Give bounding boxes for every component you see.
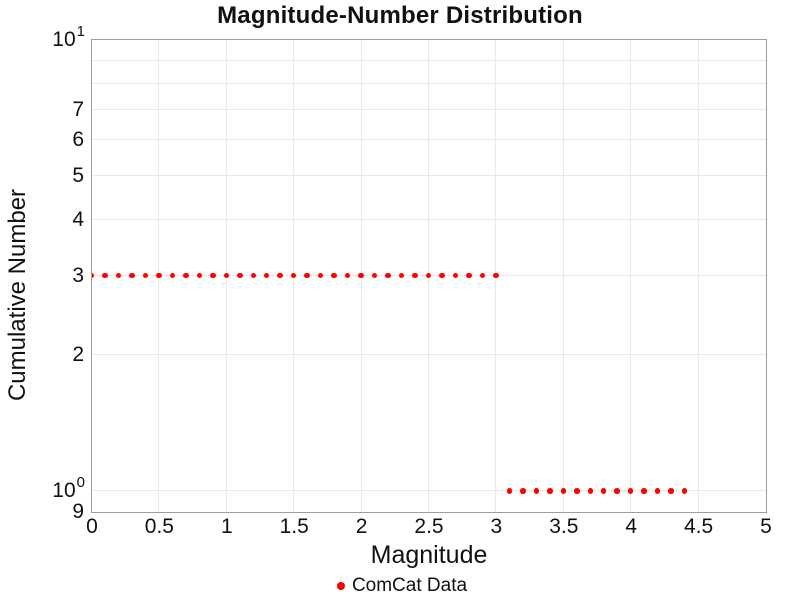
horizontal-gridline xyxy=(91,59,766,61)
data-point xyxy=(520,488,526,494)
y-tick-label: 9 xyxy=(72,500,84,523)
y-axis-title: Cumulative Number xyxy=(4,188,31,402)
y-tick-label: 2 xyxy=(72,343,84,367)
horizontal-gridline xyxy=(91,490,766,492)
legend: ComCat Data xyxy=(336,575,468,597)
data-point xyxy=(210,272,216,279)
data-point xyxy=(317,272,324,279)
data-point xyxy=(156,272,162,279)
data-point xyxy=(223,272,230,279)
data-point xyxy=(681,488,688,494)
data-point xyxy=(493,272,499,279)
data-point xyxy=(412,272,418,279)
data-point xyxy=(587,488,593,494)
horizontal-gridline xyxy=(91,174,766,176)
y-tick-label: 4 xyxy=(72,207,84,231)
data-point xyxy=(641,488,647,494)
x-tick-label: 3.5 xyxy=(549,515,579,538)
data-point xyxy=(385,272,391,279)
data-point xyxy=(129,272,135,279)
data-point xyxy=(196,272,203,279)
y-tick-label: 101 xyxy=(52,23,85,51)
data-point xyxy=(439,272,445,279)
data-point xyxy=(627,488,634,494)
data-point xyxy=(358,272,364,279)
y-tick-label: 3 xyxy=(72,264,84,287)
plot-area xyxy=(90,38,767,513)
legend-label: ComCat Data xyxy=(351,575,468,596)
x-tick-label: 1 xyxy=(220,515,233,538)
x-tick-label: 0.5 xyxy=(144,515,174,538)
data-point xyxy=(169,272,176,279)
data-point xyxy=(600,488,607,494)
data-point xyxy=(263,272,270,279)
data-point xyxy=(654,488,661,494)
y-tick-label: 6 xyxy=(72,128,84,152)
horizontal-gridline xyxy=(91,82,766,84)
x-tick-label: 5 xyxy=(760,515,772,538)
data-point xyxy=(304,272,310,279)
data-point xyxy=(452,272,459,279)
x-tick-label: 0 xyxy=(86,515,98,538)
data-point xyxy=(466,272,472,279)
chart-title: Magnitude-Number Distribution xyxy=(217,2,583,29)
data-point xyxy=(533,488,540,494)
data-point xyxy=(614,488,620,494)
x-axis-title: Magnitude xyxy=(370,541,488,569)
data-point xyxy=(479,272,486,279)
horizontal-gridline xyxy=(91,218,766,220)
data-point xyxy=(237,272,243,279)
data-point xyxy=(250,272,256,279)
x-tick-label: 4.5 xyxy=(683,515,714,538)
x-tick-label: 2.5 xyxy=(414,515,444,538)
data-point xyxy=(560,488,567,494)
data-point xyxy=(425,272,432,279)
x-tick-label: 1.5 xyxy=(279,515,309,538)
data-point xyxy=(290,272,297,279)
data-point xyxy=(398,272,405,279)
data-point xyxy=(344,272,351,279)
y-tick-label: 7 xyxy=(72,97,84,121)
data-point xyxy=(102,272,108,279)
x-tick-label: 4 xyxy=(625,515,638,538)
data-point xyxy=(142,272,149,279)
x-tick-label: 2 xyxy=(355,515,368,538)
y-tick-label: 100 xyxy=(52,474,85,503)
data-point xyxy=(115,272,122,279)
data-point xyxy=(277,272,283,279)
horizontal-gridline xyxy=(91,139,766,141)
x-tick-label: 3 xyxy=(490,515,503,538)
data-point xyxy=(506,488,513,494)
y-tick-label: 5 xyxy=(72,163,84,187)
horizontal-gridline xyxy=(91,354,766,356)
data-point xyxy=(547,488,553,494)
data-point xyxy=(574,488,580,494)
legend-marker-icon xyxy=(336,582,345,590)
data-point xyxy=(91,272,95,279)
data-point xyxy=(371,272,378,279)
data-point xyxy=(331,272,337,279)
data-point xyxy=(183,272,189,279)
data-point xyxy=(668,488,674,494)
horizontal-gridline xyxy=(91,108,766,110)
